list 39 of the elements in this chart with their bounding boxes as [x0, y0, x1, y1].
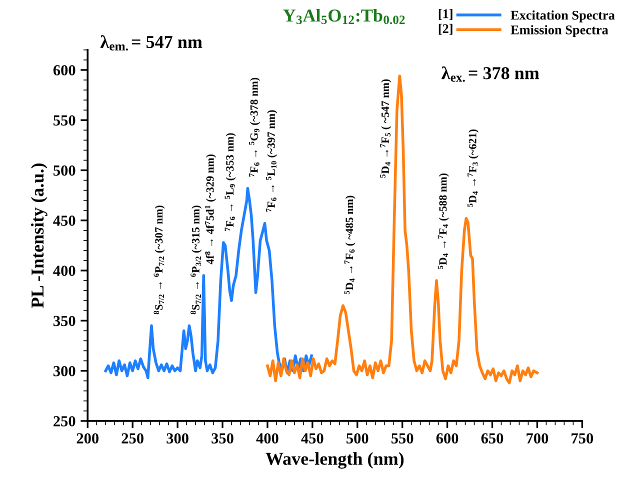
- annotation: $^{7}$F$_{6}$ → $^{5}$L$_{10}$ (~397 nm): [266, 110, 278, 212]
- x-tick-label: 750: [572, 433, 594, 444]
- annotation: λ$_{ex.}$= 378 nm: [442, 66, 540, 82]
- chart-title: Y$_{3}$Al$_{5}$O$_{12}$:Tb$_{0.02}$: [283, 8, 405, 24]
- x-tick-label: 550: [392, 433, 414, 444]
- y-tick-label: 400: [53, 266, 76, 276]
- annotation: λ$_{em.}$= 547 nm: [100, 35, 202, 51]
- legend-label: Emission Spectra: [510, 25, 608, 38]
- x-tick-label: 350: [212, 433, 234, 444]
- legend-label: Excitation Spectra: [510, 10, 615, 22]
- y-tick-label: 350: [53, 316, 76, 326]
- text: [2]: [438, 24, 452, 35]
- annotation: $^{5}$D$_{4}$ →$^{7}$F$_{5}$ ( ~547 nm): [380, 79, 392, 178]
- annotation: $^{5}$D$_{4}$ →$^{7}$F$_{3}$ (~621): [468, 130, 479, 207]
- x-tick-label: 700: [526, 433, 548, 444]
- x-tick-label: 400: [256, 433, 278, 444]
- annotation: $^{8}$S$_{7/2}$ → $^{6}$P$_{3/2}$ (~315 nm): [190, 206, 202, 314]
- x-tick-label: 200: [76, 433, 99, 444]
- text: [1]: [438, 8, 452, 20]
- x-tick-label: 500: [346, 433, 368, 444]
- y-axis-title: PL -Intensity (a.u.): [30, 164, 48, 308]
- x-tick-label: 600: [436, 433, 458, 444]
- annotation: $^{7}$F$_{6}$ → $^{5}$G$_{9}$ (~378 nm): [249, 78, 260, 177]
- x-axis-title: Wave-length (nm): [266, 452, 404, 469]
- annotation: $^{8}$S$_{7/2}$ → $^{6}$P$_{7/2}$ (~307 nm): [154, 206, 165, 314]
- y-tick-label: 300: [53, 366, 76, 376]
- annotation: $^{5}$D$_{4}$ →$^{7}$F$_{4}$ (~588 nm): [438, 173, 449, 270]
- x-tick-label: 450: [301, 433, 324, 444]
- annotation: 4f$^{8}$ → 4f$^{7}$5d$^{1}$ (~329 nm): [204, 154, 216, 264]
- y-tick-label: 450: [53, 216, 76, 226]
- x-tick-label: 650: [481, 433, 504, 444]
- x-tick-label: 250: [122, 433, 144, 444]
- y-tick-label: 550: [54, 115, 76, 126]
- annotation: $^{5}$D$_{4}$ →$^{7}$F$_{6}$ ( ~485 nm): [344, 196, 356, 294]
- annotation: $^{7}$F$_{6}$ → $^{5}$L$_{9}$ (~353 nm): [224, 133, 236, 231]
- x-tick-label: 300: [166, 433, 188, 444]
- y-tick-label: 500: [54, 165, 76, 176]
- y-tick-label: 600: [53, 65, 76, 76]
- y-tick-label: 250: [54, 416, 76, 426]
